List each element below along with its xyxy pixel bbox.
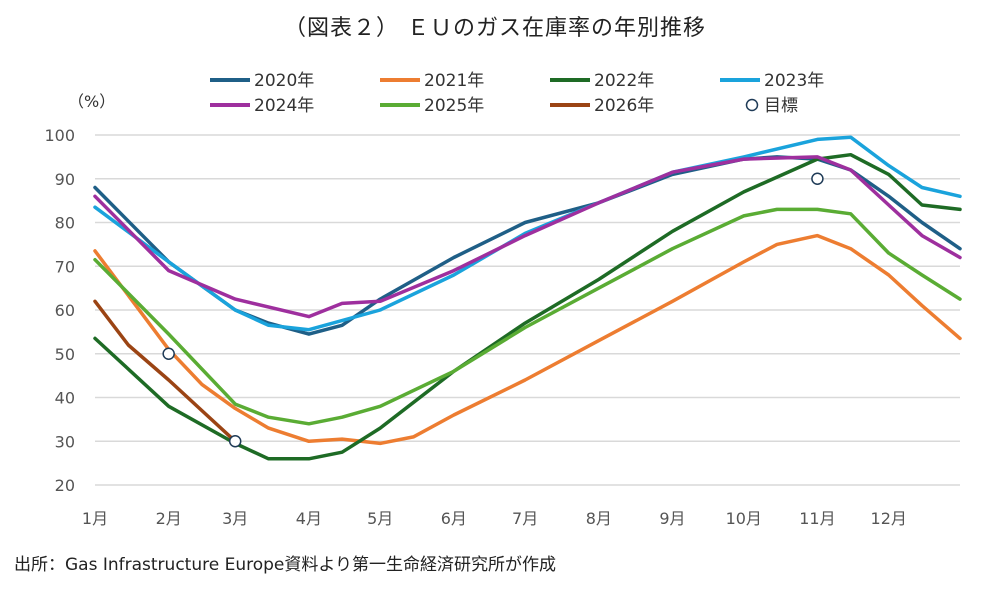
legend-label: 2023年 (764, 71, 824, 91)
x-tick-label: 2月 (156, 509, 182, 528)
legend-label: 2026年 (594, 96, 654, 116)
target-marker (228, 435, 242, 448)
y-tick-label: 70 (55, 257, 75, 276)
y-tick-label: 60 (55, 301, 75, 320)
legend-label: 2024年 (254, 96, 314, 116)
legend-label: 2021年 (424, 71, 484, 91)
series-line-2020 (93, 155, 962, 336)
x-tick-label: 9月 (659, 509, 685, 528)
x-tick-label: 5月 (367, 509, 393, 528)
y-axis-unit: （%） (68, 92, 116, 111)
legend-label: 2022年 (594, 71, 654, 91)
x-tick-label: 8月 (586, 509, 612, 528)
y-tick-label: 80 (55, 214, 75, 233)
legend-label: 2025年 (424, 96, 484, 116)
x-tick-label: 1月 (82, 509, 108, 528)
legend-target-marker (745, 98, 759, 112)
series-line-2021 (93, 233, 962, 446)
x-tick-label: 10月 (726, 509, 762, 528)
y-tick-label: 90 (55, 170, 75, 189)
x-tick-label: 3月 (222, 509, 248, 528)
x-tick-label: 6月 (441, 509, 467, 528)
y-tick-label: 40 (55, 389, 75, 408)
x-tick-label: 11月 (799, 509, 835, 528)
target-marker (162, 347, 175, 360)
series-line-2022 (93, 152, 962, 461)
y-tick-label: 30 (55, 432, 75, 451)
y-tick-label: 50 (55, 345, 75, 364)
y-tick-label: 20 (55, 476, 75, 495)
x-tick-label: 7月 (512, 509, 538, 528)
x-tick-label: 4月 (296, 509, 322, 528)
source-note: 出所：Gas Infrastructure Europe資料より第一生命経済研究… (14, 555, 557, 575)
x-tick-label: 12月 (871, 509, 907, 528)
series-line-2026 (93, 299, 237, 444)
series-line-2024 (93, 155, 962, 319)
series-line-2025 (93, 207, 962, 426)
legend-label: 2020年 (254, 71, 314, 91)
target-marker (811, 172, 824, 185)
legend-label: 目標 (764, 96, 798, 116)
chart-title: （図表２） ＥＵのガス在庫率の年別推移 (284, 16, 706, 41)
y-tick-label: 100 (44, 126, 75, 145)
